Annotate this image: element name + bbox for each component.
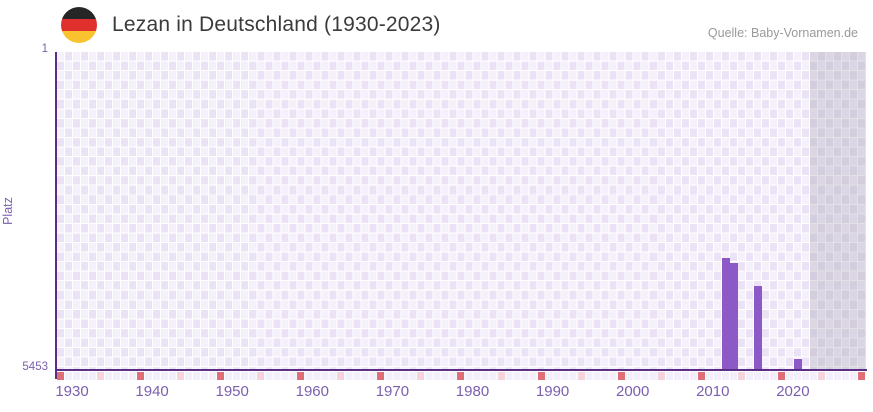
major-tick-2020 [777, 372, 785, 380]
x-axis-label-1930: 1930 [55, 383, 89, 400]
major-tick-1930 [57, 372, 64, 380]
major-tick-1960 [297, 372, 305, 380]
y-axis-line [55, 52, 57, 379]
minor-tick-1995 [577, 372, 585, 380]
x-axis-label-1980: 1980 [455, 383, 490, 400]
rank-bar-2014[interactable] [729, 262, 738, 370]
x-axis-label-1950: 1950 [215, 383, 249, 400]
minor-tick-1955 [257, 372, 265, 380]
y-axis-title: Platz [1, 197, 15, 225]
major-tick-1980 [457, 372, 465, 380]
minor-tick-2015 [737, 372, 745, 380]
major-tick-1950 [217, 372, 225, 380]
no-data-band [809, 52, 866, 370]
x-axis-line [55, 369, 867, 371]
minor-tick-1975 [417, 372, 425, 380]
major-tick-1940 [137, 372, 145, 380]
minor-tick-2025 [817, 372, 825, 380]
x-axis-label-2000: 2000 [616, 383, 650, 400]
major-tick-1970 [377, 372, 385, 380]
germany-flag-icon [61, 7, 97, 43]
x-axis-label-1940: 1940 [135, 383, 169, 400]
rank-bar-2022[interactable] [793, 358, 802, 370]
chart-title: Lezan in Deutschland (1930-2023) [112, 13, 441, 36]
plot-area [57, 52, 866, 370]
minor-tick-1985 [497, 372, 505, 380]
x-axis-label-2010: 2010 [696, 383, 730, 400]
source-credit: Quelle: Baby-Vornamen.de [707, 26, 858, 40]
minor-tick-1935 [97, 372, 105, 380]
minor-tick-1965 [337, 372, 345, 380]
y-axis-top-tick-label: 1 [41, 43, 48, 55]
major-tick-2000 [617, 372, 625, 380]
x-axis-label-2020: 2020 [776, 383, 810, 400]
major-tick-1990 [537, 372, 545, 380]
major-tick-2010 [697, 372, 705, 380]
x-axis-tick-row [57, 372, 866, 380]
x-axis-label-1990: 1990 [535, 383, 570, 400]
y-axis-bottom-tick-label: 5453 [22, 361, 48, 373]
rank-bar-2013[interactable] [721, 257, 730, 370]
minor-tick-2005 [657, 372, 665, 380]
x-axis-label-1960: 1960 [295, 383, 329, 400]
x-axis-label-1970: 1970 [375, 383, 410, 400]
rank-bar-2017[interactable] [753, 285, 762, 370]
minor-tick-1945 [177, 372, 185, 380]
major-tick-2030 [857, 372, 865, 380]
